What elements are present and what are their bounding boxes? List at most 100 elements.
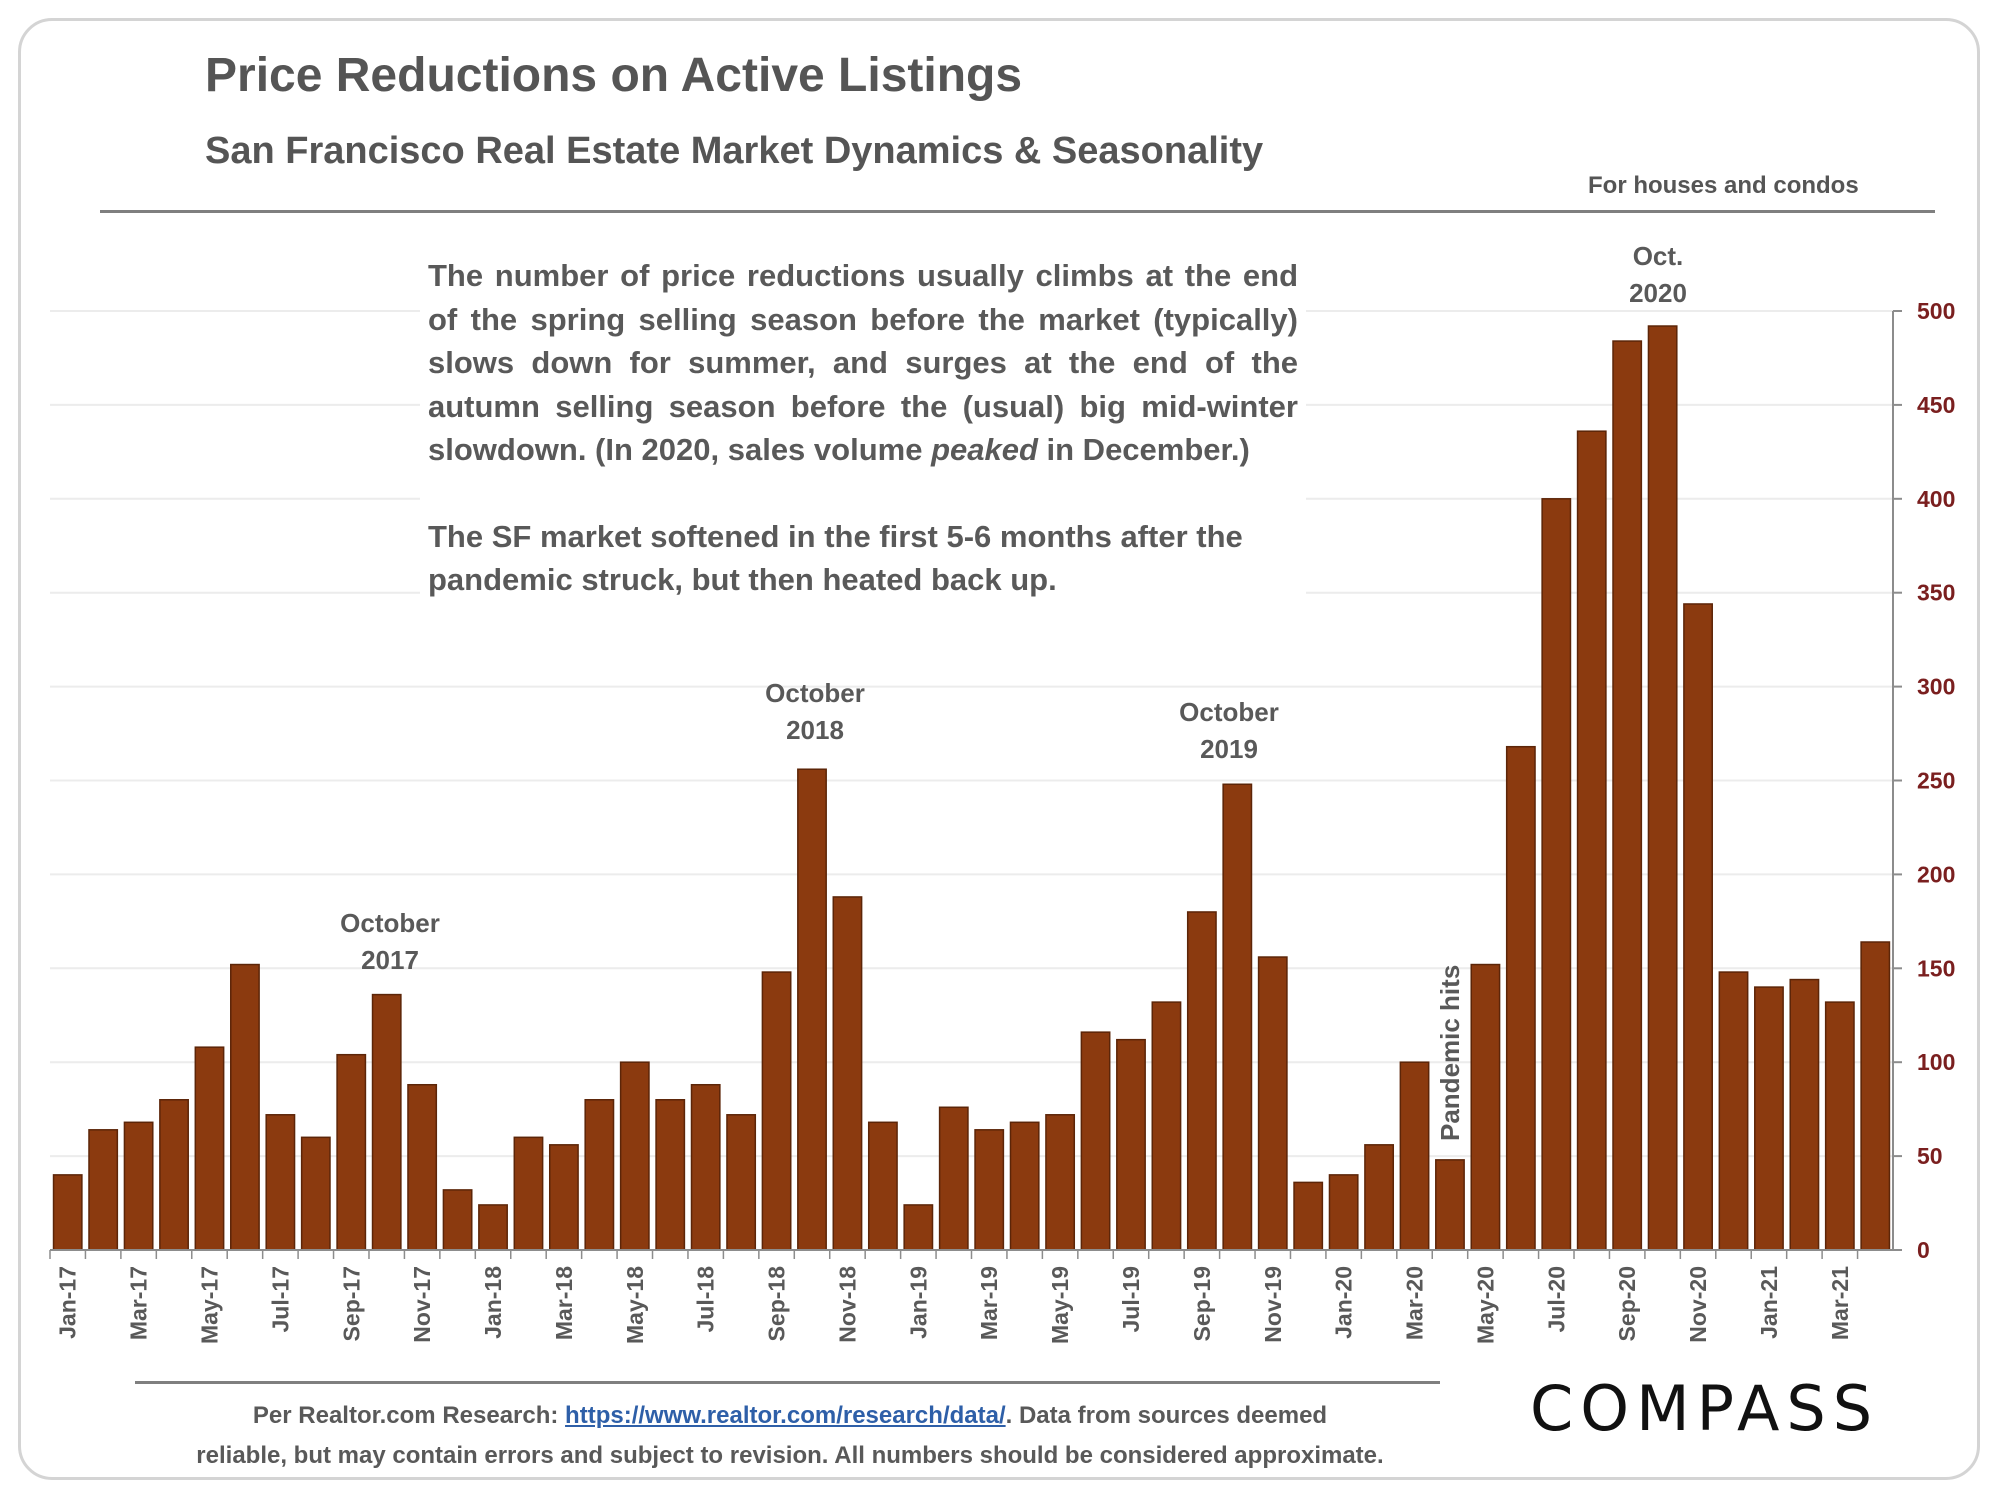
x-tick-label-Jul-17: Jul-17: [267, 1266, 293, 1332]
bar-Jun-17: [230, 963, 260, 1251]
bar-May-17: [194, 1046, 225, 1251]
bar-Oct-20: [1647, 325, 1678, 1251]
bar-Aug-18: [726, 1114, 757, 1251]
x-tick-label-Jan-19: Jan-19: [905, 1266, 931, 1339]
bar-Jan-17: [52, 1174, 83, 1251]
x-tick-label-May-20: May-20: [1472, 1266, 1498, 1344]
x-tick-label-Jul-19: Jul-19: [1118, 1266, 1144, 1332]
bar-Oct-18: [797, 768, 827, 1251]
footnote-prefix: Per Realtor.com Research:: [252, 1402, 566, 1429]
bar-Nov-17: [407, 1083, 438, 1251]
bar-May-19: [1045, 1114, 1076, 1251]
bar-Jul-19: [1116, 1038, 1146, 1251]
x-tick-label-Nov-19: Nov-19: [1260, 1266, 1286, 1343]
x-tick-label-May-19: May-19: [1047, 1266, 1073, 1344]
bar-Feb-21: [1789, 978, 1820, 1251]
scope-note: For houses and condos: [1588, 172, 1859, 199]
bar-Aug-19: [1151, 1001, 1182, 1251]
bar-Sep-17: [336, 1053, 367, 1251]
annotation-paragraph-1: The number of price reductions usually c…: [428, 254, 1298, 472]
footnote-line-1: Per Realtor.com Research: https://www.re…: [140, 1396, 1440, 1436]
y-tick-label-100: 100: [1917, 1049, 1955, 1075]
x-tick-label-Sep-20: Sep-20: [1614, 1266, 1640, 1341]
bar-Apr-19: [1009, 1121, 1040, 1251]
bar-Feb-20: [1364, 1144, 1395, 1251]
y-tick-label-500: 500: [1917, 298, 1955, 324]
axes: 0 50 100 150 200 250 300 350 400 450 500 Jan-17 Mar-…: [49, 298, 1955, 1344]
bar-Oct-19: [1222, 783, 1253, 1251]
callout-oct2017-line1: October: [340, 908, 440, 938]
annotation-paragraph-2: The SF market softened in the first 5-6 …: [428, 518, 1243, 598]
chart-subtitle: San Francisco Real Estate Market Dynamic…: [205, 130, 1264, 172]
source-link[interactable]: https://www.realtor.com/research/data/: [565, 1402, 1006, 1429]
bar-Feb-17: [88, 1129, 119, 1251]
footer-divider: [135, 1381, 1440, 1384]
x-tick-label-Jan-21: Jan-21: [1756, 1266, 1782, 1339]
bar-Apr-21: [1860, 941, 1891, 1251]
bar-Feb-19: [938, 1106, 969, 1251]
callout-oct2018-line1: October: [765, 678, 865, 708]
y-tick-label-150: 150: [1917, 955, 1955, 981]
y-tick-label-350: 350: [1917, 580, 1955, 606]
annotation-p1-part1: The number of price reductions usually c…: [428, 258, 1298, 467]
bar-Dec-18: [867, 1121, 898, 1251]
bar-May-20: [1470, 963, 1501, 1251]
bar-Mar-20: [1399, 1061, 1430, 1251]
y-tick-label-0: 0: [1917, 1237, 1930, 1263]
y-tick-label-250: 250: [1917, 768, 1955, 794]
bar-Aug-17: [300, 1136, 331, 1251]
bar-Apr-17: [159, 1099, 189, 1251]
bar-Mar-17: [123, 1121, 154, 1251]
bar-Apr-20: [1435, 1159, 1465, 1251]
x-tick-label-Nov-18: Nov-18: [835, 1266, 861, 1343]
y-tick-label-300: 300: [1917, 674, 1955, 700]
bar-Jan-18: [478, 1204, 508, 1251]
annotation-p1-emphasis: peaked: [931, 432, 1038, 467]
x-tick-label-Jul-20: Jul-20: [1543, 1266, 1569, 1332]
bar-Jan-19: [903, 1204, 934, 1251]
callout-oct2019-line2: 2019: [1200, 734, 1258, 764]
callout-oct2017-line2: 2017: [361, 945, 419, 975]
bar-Nov-20: [1683, 603, 1713, 1251]
callout-oct2018-line2: 2018: [786, 715, 844, 745]
x-tick-label-Jan-18: Jan-18: [480, 1266, 506, 1339]
bar-Oct-17: [371, 993, 402, 1251]
x-tick-label-Nov-17: Nov-17: [409, 1266, 435, 1343]
bar-Sep-20: [1612, 340, 1643, 1251]
x-tick-label-May-18: May-18: [622, 1266, 648, 1344]
bar-Jan-20: [1328, 1174, 1359, 1251]
callout-oct2020-line1: Oct.: [1633, 241, 1684, 271]
bar-Nov-19: [1257, 956, 1288, 1251]
y-tick-label-400: 400: [1917, 486, 1955, 512]
x-tick-label-Sep-18: Sep-18: [764, 1266, 790, 1342]
x-tick-label-May-17: May-17: [197, 1266, 223, 1344]
bar-Jun-20: [1505, 745, 1536, 1251]
y-tick-label-450: 450: [1917, 392, 1955, 418]
x-tick-label-Jul-18: Jul-18: [693, 1266, 719, 1333]
bar-Apr-18: [584, 1099, 615, 1251]
bar-May-18: [619, 1061, 650, 1251]
y-tick-label-50: 50: [1917, 1143, 1943, 1169]
x-tick-label-Jan-20: Jan-20: [1331, 1266, 1357, 1339]
callout-oct2019-line1: October: [1179, 697, 1279, 727]
bar-Feb-18: [513, 1136, 544, 1251]
callout-pandemic: Pandemic hits: [1435, 965, 1465, 1141]
bar-Jul-20: [1541, 498, 1572, 1251]
bar-Aug-20: [1576, 430, 1607, 1251]
bar-Dec-19: [1293, 1181, 1324, 1251]
callouts: October 2017 October 2018 October 2019 O…: [340, 241, 1687, 1141]
bar-Jun-18: [655, 1099, 686, 1251]
bar-Jun-19: [1080, 1031, 1111, 1251]
compass-logo: COMPASS: [1530, 1372, 1880, 1445]
bar-Mar-19: [974, 1129, 1005, 1251]
x-tick-label-Jan-17: Jan-17: [55, 1266, 81, 1339]
bar-Sep-19: [1186, 911, 1217, 1251]
footnote-line-2: reliable, but may contain errors and sub…: [196, 1442, 1384, 1469]
bar-Mar-18: [548, 1144, 579, 1251]
x-tick-label-Mar-18: Mar-18: [551, 1266, 577, 1340]
y-tick-label-200: 200: [1917, 861, 1955, 887]
x-tick-label-Mar-17: Mar-17: [126, 1266, 152, 1340]
bar-Dec-20: [1718, 971, 1749, 1251]
x-tick-label-Mar-21: Mar-21: [1827, 1266, 1853, 1340]
